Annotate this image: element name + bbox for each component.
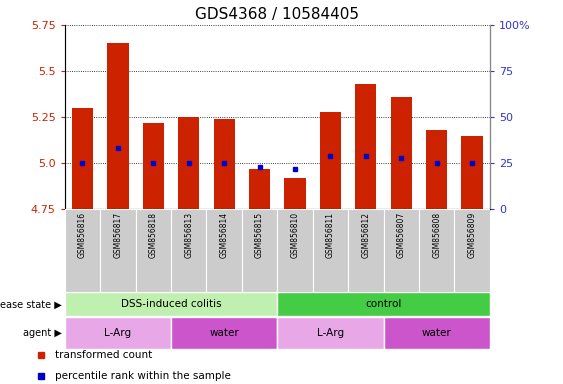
Bar xyxy=(65,318,171,349)
Bar xyxy=(65,209,100,292)
Bar xyxy=(207,209,242,292)
Bar xyxy=(107,43,128,209)
Bar xyxy=(136,209,171,292)
Bar xyxy=(72,108,93,209)
Text: L-Arg: L-Arg xyxy=(104,328,131,338)
Bar xyxy=(284,178,306,209)
Bar xyxy=(454,209,490,292)
Bar xyxy=(419,209,454,292)
Bar xyxy=(242,209,278,292)
Text: water: water xyxy=(209,328,239,338)
Text: GSM856812: GSM856812 xyxy=(361,212,370,258)
Bar xyxy=(213,119,235,209)
Bar xyxy=(355,84,377,209)
Bar xyxy=(348,209,383,292)
Bar xyxy=(462,136,482,209)
Bar xyxy=(65,292,278,316)
Text: GSM856809: GSM856809 xyxy=(468,212,477,258)
Bar xyxy=(100,209,136,292)
Bar xyxy=(426,130,447,209)
Bar xyxy=(178,117,199,209)
Bar xyxy=(171,318,278,349)
Bar xyxy=(320,112,341,209)
Bar xyxy=(391,97,412,209)
Text: GSM856818: GSM856818 xyxy=(149,212,158,258)
Bar xyxy=(171,209,207,292)
Text: percentile rank within the sample: percentile rank within the sample xyxy=(55,371,231,381)
Title: GDS4368 / 10584405: GDS4368 / 10584405 xyxy=(195,7,359,22)
Text: GSM856815: GSM856815 xyxy=(255,212,264,258)
Text: GSM856817: GSM856817 xyxy=(113,212,122,258)
Bar xyxy=(278,318,383,349)
Text: control: control xyxy=(365,299,402,310)
Bar xyxy=(383,209,419,292)
Text: transformed count: transformed count xyxy=(55,350,152,360)
Text: GSM856810: GSM856810 xyxy=(291,212,300,258)
Text: GSM856814: GSM856814 xyxy=(220,212,229,258)
Bar xyxy=(312,209,348,292)
Bar xyxy=(278,209,312,292)
Text: DSS-induced colitis: DSS-induced colitis xyxy=(120,299,221,310)
Text: GSM856808: GSM856808 xyxy=(432,212,441,258)
Text: disease state ▶: disease state ▶ xyxy=(0,299,62,310)
Text: GSM856811: GSM856811 xyxy=(326,212,335,258)
Text: GSM856813: GSM856813 xyxy=(184,212,193,258)
Text: GSM856816: GSM856816 xyxy=(78,212,87,258)
Text: agent ▶: agent ▶ xyxy=(23,328,62,338)
Bar xyxy=(278,292,490,316)
Text: water: water xyxy=(422,328,452,338)
Text: L-Arg: L-Arg xyxy=(317,328,344,338)
Bar xyxy=(142,122,164,209)
Bar xyxy=(383,318,490,349)
Bar xyxy=(249,169,270,209)
Text: GSM856807: GSM856807 xyxy=(397,212,406,258)
